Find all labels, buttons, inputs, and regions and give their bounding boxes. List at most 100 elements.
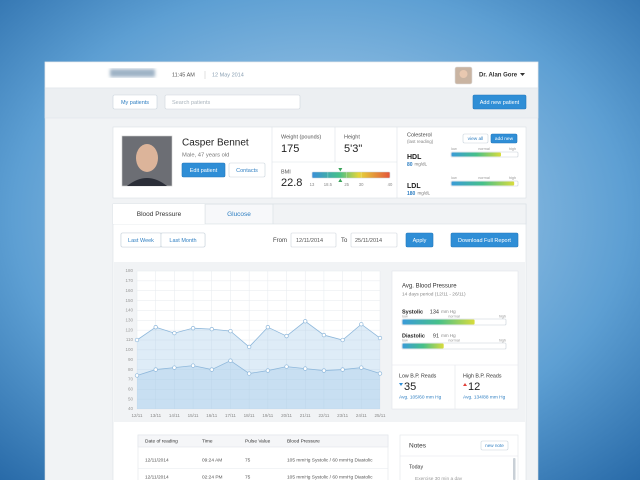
systolic-bar-fill bbox=[402, 319, 475, 325]
ldl-value: 180 bbox=[407, 191, 416, 197]
from-label: From bbox=[273, 238, 287, 244]
range-label: normal bbox=[448, 339, 460, 343]
tab-label: Glucose bbox=[227, 211, 251, 218]
data-point bbox=[359, 365, 364, 370]
height-value: 5'3" bbox=[344, 143, 362, 155]
view-all-button[interactable] bbox=[462, 133, 489, 144]
y-tick-label: 180 bbox=[125, 268, 133, 273]
column-header: Pulse Value bbox=[245, 438, 271, 444]
range-label: normal bbox=[478, 176, 490, 180]
data-point bbox=[340, 337, 345, 343]
my-patients-button[interactable] bbox=[112, 94, 158, 110]
data-point bbox=[153, 325, 158, 330]
series-line bbox=[136, 360, 381, 376]
my-patients-button-label: My patients bbox=[121, 100, 149, 106]
hdl-bar-fill bbox=[451, 152, 501, 157]
contacts-button[interactable] bbox=[228, 162, 266, 178]
y-tick-label: 170 bbox=[125, 278, 133, 283]
data-point bbox=[190, 326, 196, 331]
diastolic-label: Diastolic bbox=[402, 333, 425, 339]
bmi-marker-bottom bbox=[338, 178, 343, 182]
x-tick-label: 23/11 bbox=[337, 413, 348, 418]
view-all-button-label: view all bbox=[468, 136, 484, 142]
data-point bbox=[209, 367, 214, 372]
add-new-button[interactable] bbox=[490, 133, 518, 144]
new-note-button[interactable] bbox=[480, 440, 509, 451]
data-point bbox=[321, 368, 327, 373]
add-patient-button[interactable] bbox=[472, 94, 527, 110]
y-tick-label: 150 bbox=[125, 298, 133, 303]
ldl-label: LDL bbox=[407, 183, 421, 190]
y-tick-label: 130 bbox=[125, 317, 133, 322]
data-point bbox=[153, 367, 158, 372]
data-point bbox=[247, 371, 252, 376]
data-point bbox=[209, 327, 214, 332]
from-input[interactable] bbox=[290, 232, 337, 248]
series-line bbox=[136, 320, 381, 348]
x-tick-label: 17/11 bbox=[225, 413, 236, 418]
notes-day: Today bbox=[409, 464, 423, 470]
add-patient-button-label: Add new patient bbox=[480, 100, 520, 106]
x-tick-label: 14/11 bbox=[169, 413, 180, 418]
patient-name: Casper Bennet bbox=[182, 138, 249, 149]
to-input[interactable] bbox=[350, 232, 398, 248]
x-tick-label: 18/11 bbox=[244, 413, 255, 418]
summary-period: 14 days period (12/11 - 26/11) bbox=[402, 291, 466, 297]
avatar-face bbox=[459, 70, 468, 78]
search-placeholder: Search patients bbox=[172, 100, 210, 106]
to-date: 25/11/2014 bbox=[355, 238, 382, 244]
diastolic-unit: mm Hg bbox=[441, 333, 456, 338]
y-tick-label: 80 bbox=[128, 367, 134, 372]
edit-patient-button[interactable] bbox=[181, 162, 226, 178]
series-area bbox=[137, 360, 380, 409]
data-point bbox=[172, 365, 177, 370]
data-point bbox=[265, 368, 270, 373]
y-tick-label: 120 bbox=[125, 327, 133, 332]
diastolic-value: 91 bbox=[433, 333, 439, 339]
hdl-unit: mg/dL bbox=[415, 162, 428, 167]
photo-suit bbox=[127, 178, 167, 186]
hdl-value: 80 bbox=[407, 162, 413, 168]
data-point bbox=[303, 319, 308, 324]
data-point bbox=[377, 371, 383, 376]
apply-button[interactable] bbox=[405, 232, 434, 248]
search-input[interactable] bbox=[164, 94, 301, 110]
low-arrow bbox=[399, 383, 403, 386]
x-tick-label: 12/11 bbox=[132, 413, 143, 418]
scrollbar bbox=[513, 458, 516, 480]
y-tick-label: 160 bbox=[125, 288, 133, 293]
x-tick-label: 16/11 bbox=[206, 413, 217, 418]
bmi-scale-label: 40 bbox=[388, 182, 393, 187]
apply-button-label: Apply bbox=[413, 238, 427, 244]
cholesterol-sublabel: (last reading) bbox=[407, 139, 434, 144]
y-tick-label: 70 bbox=[128, 377, 134, 382]
table-cell: 75 bbox=[245, 474, 251, 480]
tab[interactable] bbox=[206, 205, 273, 224]
table-cell: 02:24 PM bbox=[202, 474, 223, 480]
bmi-marker bbox=[338, 168, 343, 172]
range-label: low bbox=[451, 176, 457, 180]
high-arrow bbox=[463, 383, 467, 386]
tab[interactable] bbox=[113, 204, 205, 224]
data-point bbox=[134, 373, 140, 378]
range-label: high bbox=[499, 315, 506, 319]
last-week-button-label: Last Week bbox=[128, 238, 154, 244]
range-label: high bbox=[509, 176, 516, 180]
x-tick-label: 25/11 bbox=[375, 413, 386, 418]
low-reads-count: 35 bbox=[404, 381, 416, 393]
data-point bbox=[190, 363, 196, 368]
download-button[interactable] bbox=[450, 232, 519, 248]
last-month-button[interactable] bbox=[160, 232, 206, 248]
low-reads-label: Low B.P. Reads bbox=[399, 373, 437, 379]
range-label: normal bbox=[448, 315, 460, 319]
contacts-button-label: Contacts bbox=[236, 168, 258, 174]
data-point bbox=[303, 366, 308, 371]
data-point bbox=[340, 367, 345, 372]
table-cell: 12/11/2014 bbox=[145, 474, 169, 480]
bmi-scale-label: 13 bbox=[310, 182, 315, 187]
data-point bbox=[321, 332, 327, 338]
x-tick-label: 22/11 bbox=[318, 413, 329, 418]
to-label: To bbox=[341, 238, 348, 244]
patient-details: Male, 47 years old bbox=[182, 153, 229, 159]
dropdown-arrow[interactable] bbox=[520, 73, 525, 76]
